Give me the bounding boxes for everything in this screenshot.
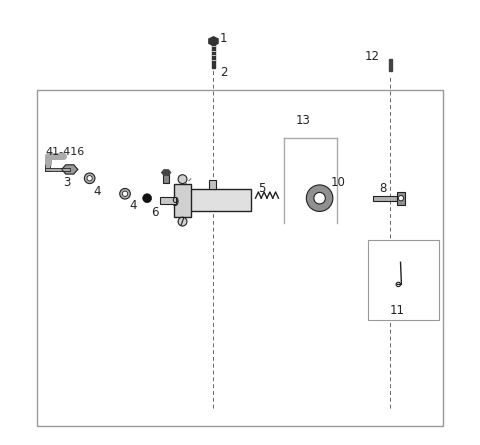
- Text: 9: 9: [171, 196, 179, 209]
- Text: 12: 12: [364, 50, 379, 63]
- Bar: [160, 197, 176, 204]
- Text: 10: 10: [331, 176, 346, 189]
- Text: 3: 3: [63, 176, 71, 189]
- Text: 8: 8: [379, 182, 387, 194]
- Circle shape: [122, 191, 128, 196]
- Polygon shape: [174, 184, 192, 217]
- Text: 4: 4: [130, 199, 137, 212]
- Bar: [389, 59, 392, 71]
- Text: 13: 13: [296, 114, 311, 127]
- Circle shape: [84, 173, 95, 184]
- Text: 11: 11: [389, 304, 405, 317]
- Circle shape: [143, 194, 152, 202]
- Polygon shape: [62, 165, 78, 174]
- Circle shape: [87, 176, 92, 181]
- Bar: [46, 168, 70, 171]
- Text: 2: 2: [220, 66, 228, 79]
- Polygon shape: [368, 240, 439, 320]
- Text: 7: 7: [178, 216, 186, 229]
- Text: 6: 6: [152, 206, 159, 219]
- Text: 41-416: 41-416: [46, 147, 84, 157]
- Bar: [397, 191, 405, 205]
- Polygon shape: [162, 170, 170, 175]
- Circle shape: [306, 185, 333, 211]
- Bar: [372, 195, 397, 201]
- Polygon shape: [176, 189, 251, 211]
- Circle shape: [178, 217, 187, 226]
- Circle shape: [314, 192, 325, 204]
- Circle shape: [398, 195, 404, 201]
- Circle shape: [120, 188, 131, 199]
- Bar: [46, 163, 50, 171]
- Text: 5: 5: [258, 182, 265, 194]
- Polygon shape: [209, 37, 218, 45]
- Text: 4: 4: [93, 185, 101, 198]
- Text: 1: 1: [220, 32, 228, 45]
- Bar: [212, 41, 215, 68]
- Bar: [163, 174, 169, 183]
- Bar: [209, 181, 216, 189]
- Circle shape: [178, 175, 187, 184]
